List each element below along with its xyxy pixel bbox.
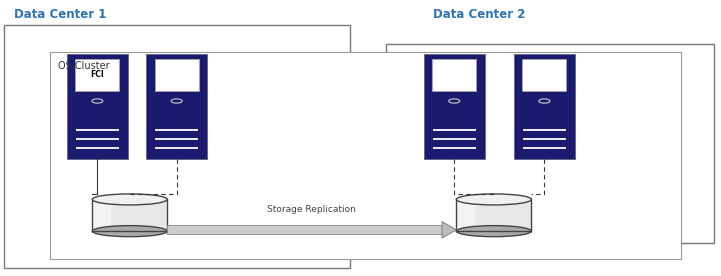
Bar	[4, 25, 350, 268]
Bar	[66, 54, 128, 159]
Bar	[167, 225, 446, 234]
Bar	[386, 44, 714, 243]
Ellipse shape	[92, 194, 167, 205]
Bar	[513, 54, 575, 159]
Text: Storage Replication: Storage Replication	[267, 205, 356, 214]
Bar	[424, 54, 485, 159]
Ellipse shape	[456, 226, 531, 237]
Text: Data Center 1: Data Center 1	[14, 8, 107, 21]
Text: OS Cluster: OS Cluster	[58, 61, 110, 71]
Polygon shape	[92, 199, 111, 231]
Polygon shape	[456, 199, 475, 231]
Polygon shape	[456, 199, 531, 231]
Bar	[522, 59, 567, 91]
Bar	[75, 59, 120, 91]
Ellipse shape	[92, 226, 167, 237]
Polygon shape	[442, 221, 456, 238]
Polygon shape	[92, 199, 167, 231]
Bar	[146, 54, 208, 159]
Text: FCI: FCI	[90, 70, 105, 79]
Bar	[432, 59, 477, 91]
Bar	[50, 52, 681, 259]
Ellipse shape	[456, 194, 531, 205]
Text: Data Center 2: Data Center 2	[433, 8, 525, 21]
Bar	[154, 59, 199, 91]
